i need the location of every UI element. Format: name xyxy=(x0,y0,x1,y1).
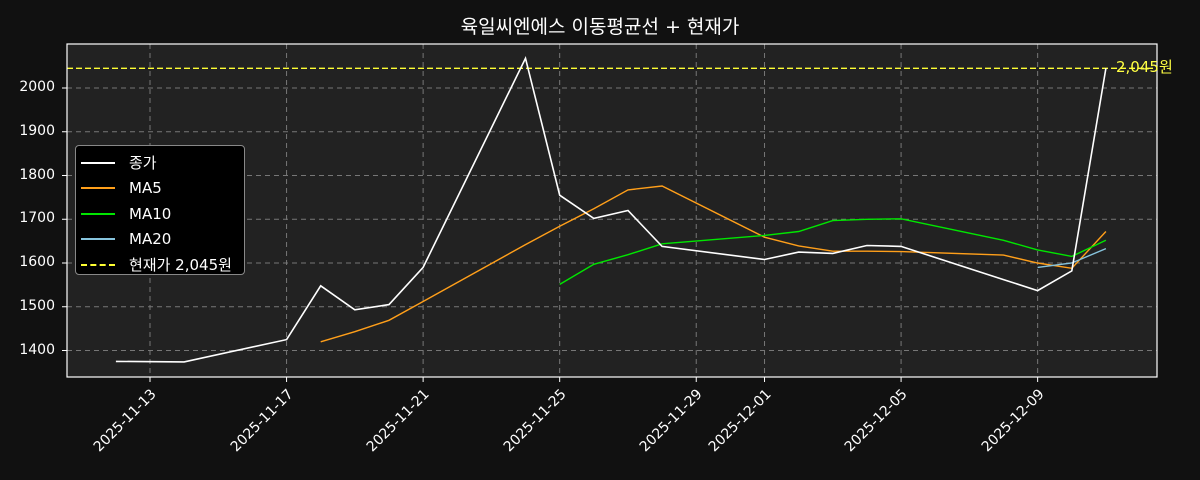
y-tick-label: 1800 xyxy=(19,166,55,183)
legend-label: 종가 xyxy=(129,154,157,173)
legend-item-ma20: MA20 xyxy=(76,227,244,253)
legend-label: 현재가 2,045원 xyxy=(129,256,232,275)
series-line-MA10 xyxy=(559,218,1107,286)
current-price-label: 2,045원 xyxy=(1116,58,1173,76)
ma10-line-swatch-icon xyxy=(81,212,115,215)
y-tick-label: 1900 xyxy=(19,122,55,139)
series-line-종가 xyxy=(115,55,1107,363)
y-tick-label: 1500 xyxy=(19,297,55,314)
current-price-dashed-swatch-icon xyxy=(81,263,115,266)
legend-item-ma5: MA5 xyxy=(76,176,244,202)
legend-label: MA5 xyxy=(129,179,162,198)
series-line-MA20 xyxy=(1037,247,1107,269)
legend-label: MA20 xyxy=(129,230,172,249)
legend-item-close: 종가 xyxy=(76,150,244,176)
legend-label: MA10 xyxy=(129,204,172,223)
legend: 종가 MA5 MA10 MA20 현재가 2,045원 xyxy=(75,145,245,275)
legend-item-ma10: MA10 xyxy=(76,201,244,227)
plot-background xyxy=(67,44,1157,377)
y-tick-label: 1400 xyxy=(19,341,55,358)
chart-title: 육일씨엔에스 이동평균선 + 현재가 xyxy=(460,16,740,38)
legend-item-current-price: 현재가 2,045원 xyxy=(76,252,244,278)
axes-frame xyxy=(66,43,1158,378)
close-line-swatch-icon xyxy=(81,161,115,164)
series-line-MA5 xyxy=(320,185,1107,343)
ma5-line-swatch-icon xyxy=(81,187,115,190)
y-tick-label: 1600 xyxy=(19,254,55,270)
y-tick-label: 1700 xyxy=(19,210,55,227)
y-tick-label: 2000 xyxy=(19,79,55,95)
ma20-line-swatch-icon xyxy=(81,238,115,241)
